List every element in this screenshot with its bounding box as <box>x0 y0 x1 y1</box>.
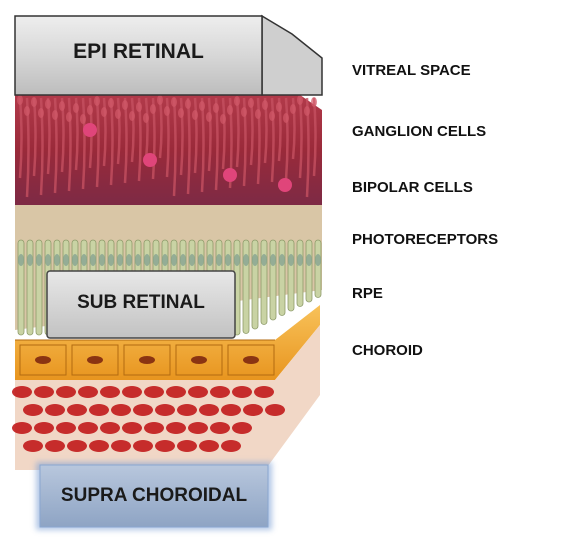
layer-label-bipolar-cells: BIPOLAR CELLS <box>352 179 473 196</box>
supra-choroidal-label: SUPRA CHOROIDAL <box>60 485 248 506</box>
rpe-cells <box>19 344 275 376</box>
epi-retinal-label: EPI RETINAL <box>73 40 204 63</box>
choroid-blood-vessels <box>12 386 285 452</box>
layer-label-photoreceptors: PHOTORECEPTORS <box>352 231 499 248</box>
layer-label-vitreal-space: VITREAL SPACE <box>352 62 471 79</box>
sub-retinal-label: SUB RETINAL <box>77 292 205 313</box>
layer-label-choroid: CHOROID <box>352 342 423 359</box>
sub-retinal-implant <box>46 270 236 339</box>
supra-choroidal-implant <box>36 462 272 530</box>
layer-label-ganglion-cells: GANGLION CELLS <box>352 123 487 140</box>
epi-retinal-implant <box>14 14 323 96</box>
layer-label-rpe: RPE <box>352 285 383 302</box>
